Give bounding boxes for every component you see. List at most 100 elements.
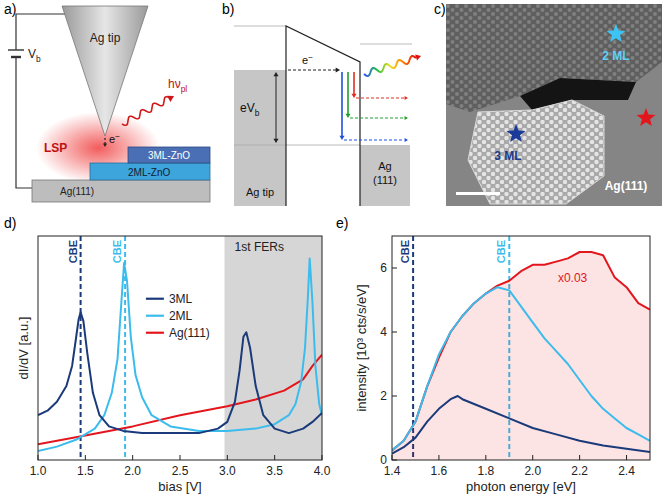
annotation-label: CBE bbox=[67, 240, 79, 263]
figure: a)VbAg(111)2ML-ZnO3ML-ZnOAg tipe−LSPhνpl… bbox=[0, 0, 666, 500]
series-line bbox=[392, 252, 650, 450]
arrow-head bbox=[415, 55, 421, 61]
x-tick bbox=[180, 455, 181, 460]
plot-area bbox=[392, 236, 650, 460]
electron-label: e− bbox=[302, 53, 313, 66]
tip-label: Ag tip bbox=[90, 31, 121, 45]
panel-a: a)VbAg(111)2ML-ZnO3ML-ZnOAg tipe−LSPhνpl bbox=[4, 1, 210, 202]
annotation-label: CBE bbox=[495, 240, 507, 263]
x-tick bbox=[132, 455, 133, 460]
legend-swatch bbox=[146, 332, 164, 334]
panel-letter: c) bbox=[434, 1, 446, 17]
star-marker bbox=[507, 124, 526, 142]
legend: 3ML2MLAg(111) bbox=[146, 292, 210, 340]
annotation-label: CBE bbox=[399, 240, 411, 263]
x-tick bbox=[438, 455, 439, 460]
transition-arrow bbox=[347, 72, 349, 114]
x-tick-label: 1.5 bbox=[77, 464, 94, 478]
tip-label: Ag tip bbox=[246, 186, 274, 198]
ag-terrace bbox=[446, 4, 662, 206]
annotation-label: CBE bbox=[111, 240, 123, 263]
x-tick-label: 1.8 bbox=[477, 464, 494, 478]
arrow-head bbox=[273, 139, 278, 143]
x-tick bbox=[38, 455, 39, 460]
region-label: Ag(111) bbox=[605, 179, 648, 193]
annotation-label: x0.03 bbox=[558, 271, 588, 285]
battery-gap bbox=[10, 50, 22, 58]
legend-swatch bbox=[146, 298, 164, 300]
x-tick bbox=[532, 455, 533, 460]
x-tick-label: 1.0 bbox=[30, 464, 47, 478]
substrate-label: Ag(111) bbox=[60, 186, 94, 197]
panel-letter: d) bbox=[4, 215, 16, 231]
y-tick-label: 2 bbox=[380, 389, 387, 403]
plasmon-label: LSP bbox=[44, 141, 67, 155]
scale-bar bbox=[456, 192, 500, 195]
fermi-level bbox=[234, 145, 360, 146]
vacuum-level bbox=[360, 44, 412, 45]
barrier bbox=[286, 26, 360, 206]
sample-label: Ag bbox=[378, 160, 391, 172]
x-tick-label: 2.2 bbox=[571, 464, 588, 478]
layer-3ml-label: 3ML-ZnO bbox=[148, 150, 190, 161]
y-tick bbox=[392, 332, 397, 333]
tip-states bbox=[234, 70, 286, 206]
final-state-arrow bbox=[344, 139, 404, 140]
bias-arrow bbox=[276, 76, 277, 139]
x-tick bbox=[274, 455, 275, 460]
series-line bbox=[38, 258, 322, 451]
legend-label: 3ML bbox=[169, 292, 193, 306]
y-axis-title: dI/dV [a.u.] bbox=[16, 317, 31, 380]
sample-label: (111) bbox=[373, 174, 397, 186]
x-tick bbox=[626, 455, 627, 460]
arrow-head bbox=[405, 138, 408, 142]
stm-image bbox=[446, 4, 662, 206]
text-main: V bbox=[28, 47, 36, 61]
text-sup: − bbox=[115, 132, 120, 141]
substrate bbox=[32, 180, 210, 202]
y-tick-label: 0 bbox=[380, 453, 387, 467]
x-tick-label: 4.0 bbox=[314, 464, 331, 478]
battery-plate bbox=[11, 56, 21, 58]
ml3-region bbox=[468, 100, 604, 204]
tip bbox=[62, 6, 148, 136]
y-tick-label: 4 bbox=[380, 325, 387, 339]
arrow-head bbox=[103, 144, 107, 147]
text-sup: − bbox=[308, 53, 313, 62]
series-line bbox=[38, 312, 322, 433]
arrow-head bbox=[345, 114, 350, 118]
y-tick bbox=[392, 268, 397, 269]
panel-letter: e) bbox=[336, 215, 348, 231]
x-tick-label: 2.5 bbox=[172, 464, 189, 478]
x-tick bbox=[579, 455, 580, 460]
panel-c: c)2 ML3 MLAg(111) bbox=[434, 1, 662, 206]
x-tick bbox=[322, 455, 323, 460]
arrow-head bbox=[273, 72, 278, 76]
arrow-head bbox=[405, 116, 408, 120]
y-tick-label: 6 bbox=[380, 261, 387, 275]
region-label: 3 ML bbox=[494, 149, 521, 163]
x-axis-title: photon energy [eV] bbox=[466, 479, 576, 494]
layer-2ml-label: 2ML-ZnO bbox=[128, 167, 170, 178]
panel-letter: b) bbox=[222, 1, 234, 17]
x-tick-label: 2.0 bbox=[524, 464, 541, 478]
series-line bbox=[392, 287, 650, 450]
arrow-head bbox=[336, 67, 340, 72]
chart: e)1.41.61.82.02.22.40246photon energy [e… bbox=[336, 215, 650, 494]
bias-label: eVb bbox=[240, 101, 260, 118]
emission-wave bbox=[364, 56, 416, 76]
text-main: eV bbox=[240, 101, 255, 115]
arrow-head bbox=[339, 136, 344, 140]
text-main: hν bbox=[168, 77, 181, 91]
legend-label: Ag(111) bbox=[169, 326, 210, 340]
battery-plate bbox=[8, 49, 24, 50]
x-tick-label: 1.6 bbox=[431, 464, 448, 478]
arrow-head bbox=[351, 94, 356, 98]
shaded-region-label: 1st FERs bbox=[235, 240, 284, 254]
x-tick bbox=[85, 455, 86, 460]
y-tick bbox=[392, 396, 397, 397]
series-line bbox=[392, 396, 650, 454]
x-tick-label: 2.4 bbox=[618, 464, 635, 478]
chart: d)1.01.52.02.53.03.54.0bias [V]dI/dV [a.… bbox=[4, 215, 331, 494]
final-state-arrow bbox=[356, 97, 404, 98]
